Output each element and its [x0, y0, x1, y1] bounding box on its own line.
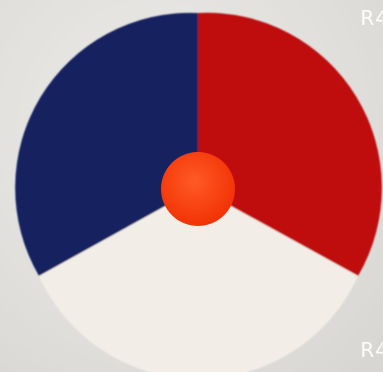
white-segment [39, 188, 358, 372]
center-dot [161, 152, 235, 226]
blue-segment [15, 12, 198, 277]
label-bottom: R4 [360, 338, 383, 362]
label-top: R4 [360, 6, 383, 30]
red-segment [198, 12, 382, 276]
